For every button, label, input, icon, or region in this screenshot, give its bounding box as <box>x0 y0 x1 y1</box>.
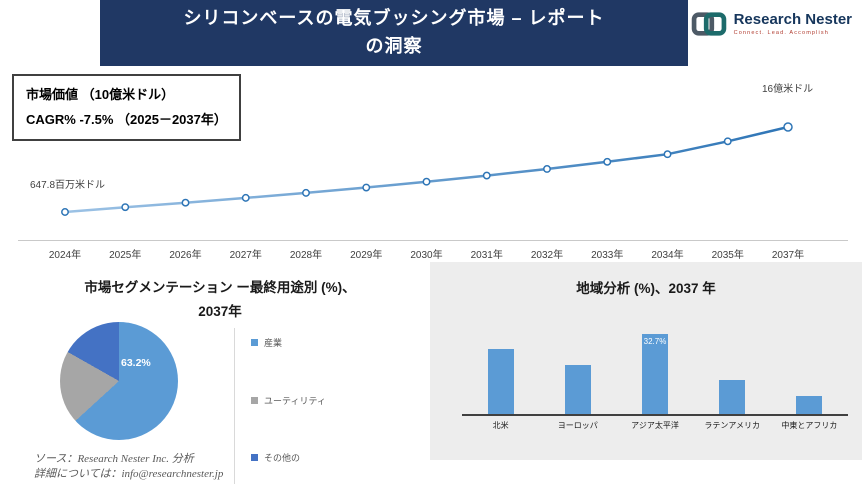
report-title-line2: の洞察 <box>365 36 423 56</box>
bar-column <box>771 396 848 414</box>
data-point-marker <box>362 183 371 192</box>
regional-analysis-panel: 地域分析 (%)、2037 年 32.7% 北米 ヨーロッパ アジア太平洋 ラテンアメ… <box>430 262 862 460</box>
market-value-line-chart <box>61 122 793 216</box>
bar-chart-title: 地域分析 (%)、2037 年 <box>576 281 716 296</box>
pie-title-line1: 市場セグメンテーション ー最終用途別 (%)、 <box>84 280 356 295</box>
legend-item: ユーティリティ <box>251 394 326 407</box>
footer-notes: ソース：Research Nester Inc. 分析 詳細については：info… <box>34 452 223 483</box>
bar-category-label: 北米 <box>492 421 509 430</box>
data-point-marker <box>61 208 69 216</box>
x-axis-label: 2027年 <box>229 250 262 261</box>
legend-item: 産業 <box>251 336 326 349</box>
x-axis-label: 2033年 <box>591 250 624 261</box>
bar: 32.7% <box>642 334 668 414</box>
data-point-marker <box>723 137 732 146</box>
cagr-label: CAGR% -7.5% （2025－2037年） <box>26 111 227 127</box>
x-axis-label: 2037年 <box>771 250 805 261</box>
bar <box>487 349 514 414</box>
legend-label: その他の <box>264 453 301 463</box>
x-axis-label: 2026年 <box>169 250 202 261</box>
x-axis-label: 2024年 <box>48 250 82 261</box>
logo-brand: Research Nester <box>733 10 852 28</box>
data-point-marker <box>543 165 551 173</box>
market-value-label: 市場価値 （10億米ドル） <box>26 87 175 102</box>
data-point-marker <box>422 177 431 186</box>
bar-value-label: 32.7% <box>643 337 667 346</box>
bar-chart: 32.7% <box>462 328 848 416</box>
data-point-marker <box>241 193 250 202</box>
bar-column <box>462 349 539 414</box>
market-value-box: 市場価値 （10億米ドル） CAGR% -7.5% （2025－2037年） <box>12 74 241 142</box>
report-title-line1: シリコンベースの電気ブッシング市場 – レポート <box>183 8 605 29</box>
source-note: ソース：Research Nester Inc. 分析 <box>34 453 194 465</box>
pie-chart-title: 市場セグメンテーション ー最終用途別 (%)、 2037年 <box>30 276 410 325</box>
x-axis-label: 2034年 <box>651 250 684 261</box>
line-end-annotation: 16億米ドル <box>762 84 814 95</box>
legend-item: その他の <box>251 451 326 464</box>
logo-text: Research Nester Connect. Lead. Accomplis… <box>733 10 852 37</box>
pie-legend: 産業ユーティリティ その他の <box>234 328 326 484</box>
x-axis-label: 2035年 <box>711 250 744 261</box>
legend-label: ユーティリティ <box>264 395 326 406</box>
x-axis-label: 2029年 <box>350 250 383 261</box>
legend-swatch <box>251 339 258 346</box>
bar <box>564 365 591 414</box>
logo-icon <box>691 12 726 36</box>
bar-category-labels: 北米 ヨーロッパ アジア太平洋 ラテンアメリカ 中東とアフリカ <box>462 420 848 431</box>
x-axis-rule <box>18 240 848 241</box>
legend-label: 産業 <box>264 338 283 348</box>
line-chart-x-axis: 2024年 2025年 2026年 2027年 2028年 2029年 2030年 2031年… <box>0 240 862 264</box>
x-axis-label: 2031年 <box>470 250 503 261</box>
x-axis-labels: 2024年 2025年 2026年 2027年 2028年 2029年 2030年 2031年… <box>0 246 862 262</box>
data-point-marker <box>783 122 793 132</box>
contact-note: 詳細については：info@researchnester.jp <box>34 468 224 481</box>
x-axis-label: 2032年 <box>530 250 564 261</box>
data-point-marker <box>603 157 612 166</box>
bar-column: 32.7% <box>616 334 693 414</box>
x-axis-label: 2028年 <box>289 250 323 261</box>
bar-category-label: 中東とアフリカ <box>781 421 838 430</box>
data-point-marker <box>663 150 672 159</box>
x-axis-label: 2030年 <box>410 250 443 261</box>
research-nester-logo: Research Nester Connect. Lead. Accomplis… <box>690 10 852 38</box>
data-point-marker <box>482 171 491 180</box>
bar-category-label: アジア太平洋 <box>631 421 679 430</box>
data-point-marker <box>302 188 310 197</box>
logo-tagline: Connect. Lead. Accomplish <box>733 30 829 37</box>
line-start-annotation: 647.8百万米ドル <box>30 180 106 191</box>
x-axis-label: 2025年 <box>109 250 142 261</box>
report-title-banner: シリコンベースの電気ブッシング市場 – レポート の洞察 <box>100 0 688 66</box>
data-point-marker <box>181 198 190 207</box>
bar-category-label: ラテンアメリカ <box>704 421 761 430</box>
bar-column <box>539 365 616 414</box>
legend-swatch <box>251 454 258 461</box>
legend-swatch <box>251 396 258 404</box>
bar-category-label: ヨーロッパ <box>557 421 598 430</box>
data-point-marker <box>121 203 130 212</box>
pie-title-line2: 2037年 <box>198 304 242 320</box>
bar <box>796 396 823 414</box>
bar-column <box>694 380 771 414</box>
pie-chart <box>60 322 178 440</box>
pie-value-label: 63.2% <box>121 357 151 369</box>
bar <box>719 380 746 414</box>
